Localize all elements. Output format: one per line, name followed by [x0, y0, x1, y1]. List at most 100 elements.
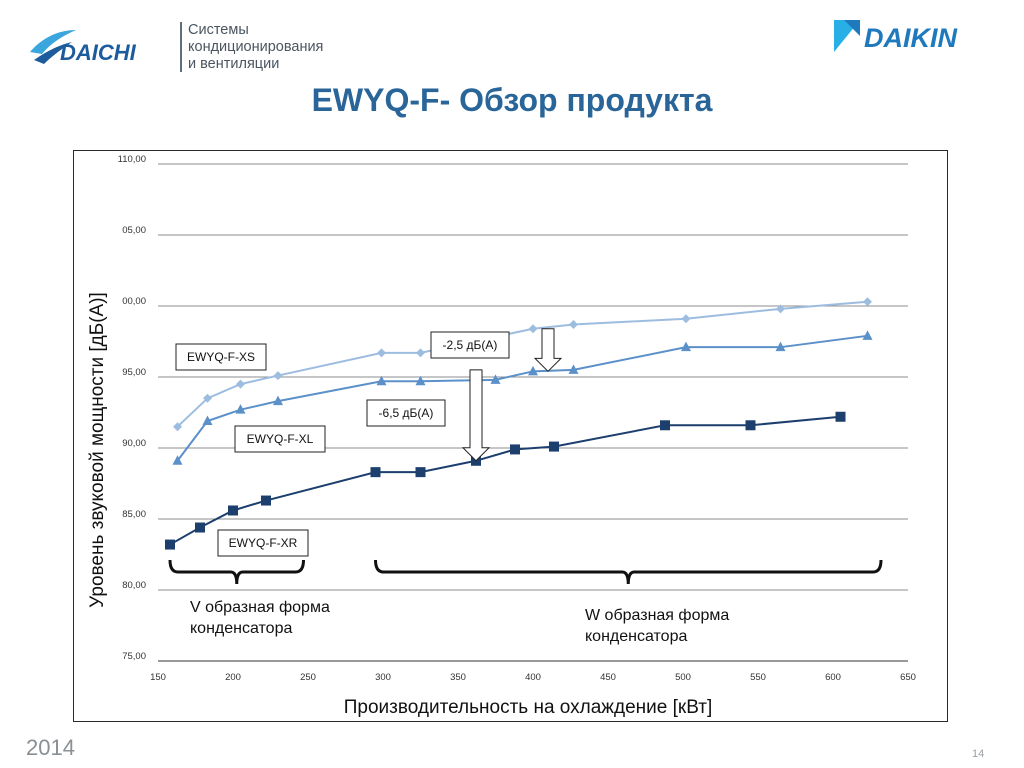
series-ewyq-f-xs: [173, 297, 872, 432]
data-point: [273, 395, 283, 406]
slide-title: EWYQ-F- Обзор продукта: [311, 82, 713, 118]
data-point: [863, 297, 872, 307]
logo-divider: [180, 22, 182, 72]
data-point: [681, 314, 691, 324]
annotation-layer: EWYQ-F-XS EWYQ-F-XL EWYQ-F-XR -2,5 дБ(А) -6,…: [168, 328, 883, 645]
chart-frame: [73, 150, 948, 722]
label-text: EWYQ-F-XS: [187, 350, 255, 364]
x-tick-label: 300: [375, 672, 391, 683]
y-axis-title: Уровень звуковой мощности [дБ(А)]: [87, 292, 108, 608]
data-point: [165, 539, 175, 550]
data-point: [415, 467, 426, 478]
series-ewyq-f-xl: [172, 330, 873, 465]
annotation-box: [366, 399, 446, 427]
data-point: [370, 467, 381, 478]
data-point: [660, 420, 670, 431]
x-tick-label: 400: [525, 672, 541, 683]
data-point: [745, 420, 756, 431]
x-tick-label: 500: [675, 672, 691, 683]
y-tick-label: 90,00: [122, 438, 146, 449]
x-tick-label: 150: [150, 672, 166, 683]
label-box: [234, 425, 326, 453]
daichi-swoosh-icon: [30, 30, 76, 54]
series-label-ewyq-f-xl: EWYQ-F-XL: [234, 425, 326, 453]
annotation-text: -2,5 дБ(А): [443, 338, 498, 352]
data-point: [415, 375, 426, 386]
data-point: [195, 522, 205, 533]
series-label-ewyq-f-xs: EWYQ-F-XS: [175, 343, 267, 371]
label-text: EWYQ-F-XL: [247, 432, 314, 446]
label-text: EWYQ-F-XR: [229, 536, 298, 550]
label-box: [217, 529, 309, 557]
series-line: [169, 415, 841, 546]
series-line: [176, 300, 868, 428]
bracket-label: V образная форма: [190, 599, 330, 616]
year-label: 2014: [26, 735, 75, 760]
x-tick-label: 450: [600, 672, 616, 683]
y-tick-label: 110,00: [118, 154, 146, 165]
x-tick-label: 350: [450, 672, 466, 683]
down-arrow-icon: [461, 369, 491, 462]
bracket-label: W образная форма: [585, 607, 729, 624]
data-point: [681, 341, 691, 352]
daikin-logo: DAIKIN: [834, 20, 957, 53]
data-point: [172, 455, 183, 465]
daichi-tagline-2: кондиционирования: [188, 39, 324, 55]
data-point: [569, 319, 578, 329]
data-point: [173, 422, 182, 432]
series-line: [176, 334, 868, 462]
daichi-swoosh-icon-2: [34, 42, 72, 64]
y-tick-label: 05,00: [122, 225, 146, 236]
daichi-tagline-1: Системы: [188, 22, 249, 38]
data-point: [416, 348, 425, 358]
bracket-label: конденсатора: [190, 620, 292, 637]
data-point: [528, 365, 538, 376]
delta-annotation: -6,5 дБ(А): [366, 369, 491, 462]
bracket-shape: [168, 559, 305, 585]
data-point: [528, 324, 538, 334]
condenser-bracket: V образная форма конденсатора: [168, 559, 330, 637]
data-point: [202, 415, 213, 426]
series-label-ewyq-f-xr: EWYQ-F-XR: [217, 529, 309, 557]
x-tick-label: 250: [300, 672, 316, 683]
grid-layer: [158, 163, 908, 662]
data-point: [376, 375, 387, 386]
page-number: 14: [972, 748, 985, 760]
x-tick-label: 550: [750, 672, 766, 683]
series-layer: [165, 297, 873, 550]
down-arrow-icon: [533, 328, 563, 373]
data-point: [273, 371, 283, 381]
bracket-shape: [374, 559, 883, 585]
y-tick-label: 75,00: [122, 651, 146, 662]
daichi-brand-text: DAICHI: [60, 40, 137, 65]
condenser-bracket: W образная форма конденсатора: [374, 559, 883, 645]
annotation-text: -6,5 дБ(А): [379, 406, 434, 420]
delta-annotation: -2,5 дБ(А): [430, 328, 563, 373]
y-tick-label: 85,00: [122, 509, 146, 520]
daichi-logo: DAICHI: [30, 30, 137, 65]
data-point: [235, 404, 246, 414]
x-tick-label: 200: [225, 672, 241, 683]
data-point: [776, 304, 785, 314]
sound-power-chart: 75,00 80,00 85,00 90,00 95,00 00,00 05,00 110,0…: [87, 154, 916, 718]
series-ewyq-f-xr: [165, 411, 846, 550]
y-tick-label: 00,00: [122, 296, 146, 307]
bracket-label: конденсатора: [585, 628, 687, 645]
data-point: [490, 374, 501, 384]
daikin-brand-text: DAIKIN: [864, 23, 957, 53]
annotation-box: [430, 331, 510, 359]
data-point: [377, 348, 386, 358]
data-point: [835, 411, 846, 422]
data-point: [775, 341, 786, 352]
data-point: [510, 444, 520, 455]
data-point: [236, 379, 245, 389]
tick-layer: 75,00 80,00 85,00 90,00 95,00 00,00 05,00 110,0…: [118, 154, 916, 683]
data-point: [568, 364, 579, 374]
daichi-tagline-3: и вентиляции: [188, 56, 280, 72]
data-point: [862, 330, 873, 340]
label-box: [175, 343, 267, 371]
x-axis-title: Производительность на охлаждение [кВт]: [344, 697, 712, 718]
data-point: [203, 393, 212, 403]
data-point: [228, 505, 238, 516]
data-point: [261, 495, 271, 506]
